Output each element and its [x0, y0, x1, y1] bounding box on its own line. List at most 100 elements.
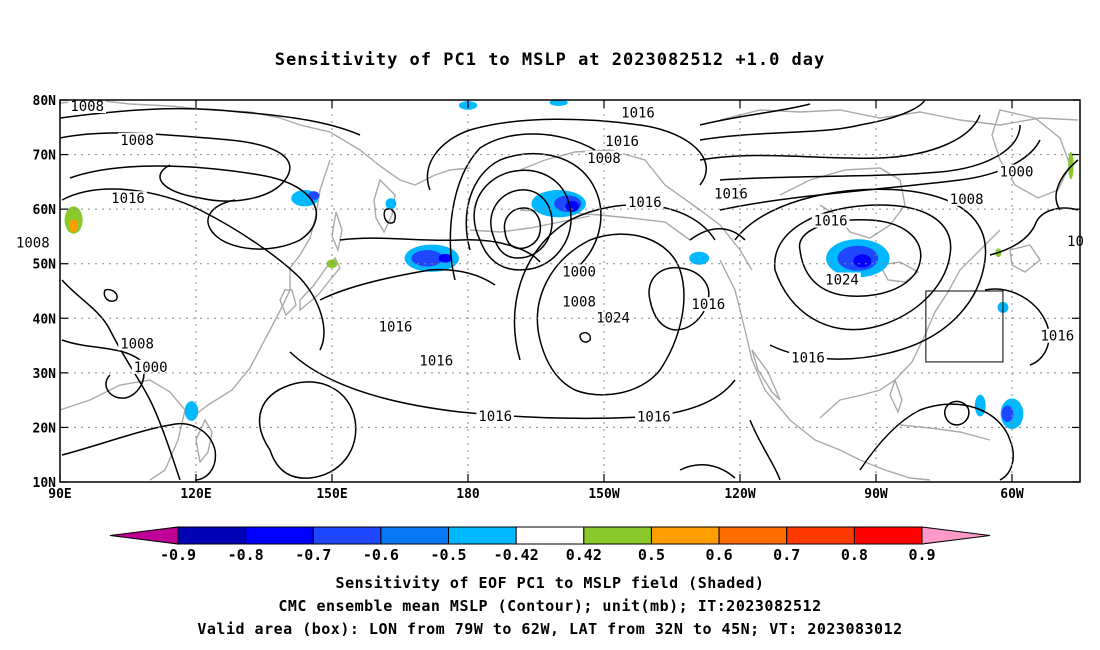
colorbar-segment — [650, 526, 720, 545]
colorbar-label: -0.5 — [430, 546, 466, 564]
mslp-contour — [289, 351, 736, 420]
contour-label-bg — [603, 133, 641, 148]
contour-label: 1008 — [562, 294, 596, 310]
mslp-contour — [699, 114, 981, 161]
contour-label: 1008 — [16, 235, 50, 251]
coastline — [373, 178, 396, 234]
contour-label: 1016 — [478, 409, 512, 425]
mslp-contour — [984, 288, 1050, 366]
sensitivity-patch — [438, 253, 453, 263]
contour-label-bg — [789, 350, 827, 365]
contour-label: 1000 — [1000, 164, 1034, 180]
colorbar-segment — [583, 526, 652, 545]
mslp-contour — [61, 339, 145, 399]
colorbar-label: -0.7 — [295, 546, 331, 564]
contour-label-bg — [14, 235, 52, 250]
contour-label-bg — [118, 336, 156, 351]
sensitivity-patch — [411, 250, 444, 267]
coastline — [279, 289, 297, 317]
sensitivity-patch — [689, 251, 710, 265]
map-frame — [59, 99, 1081, 483]
contour-label-bg — [131, 359, 170, 374]
contour-label-bg — [417, 353, 456, 368]
contour-labels: 1008 1008 1016 1008 1016 1016 1008 1016 1016 1016… — [14, 99, 1086, 426]
lon-tick-label: 150E — [316, 487, 347, 502]
contour-label: 1016 — [111, 191, 145, 207]
mslp-contour — [465, 152, 602, 266]
valid-area-box-layer — [925, 290, 1004, 363]
mslp-contour — [699, 103, 811, 126]
mslp-contour — [719, 139, 1041, 211]
lat-tick-label: 40N — [33, 312, 57, 327]
coastline — [889, 377, 903, 414]
contour-label: 1008 — [120, 336, 154, 352]
coastline — [194, 159, 331, 416]
contour-label: 1016 — [814, 214, 848, 230]
lon-tick-label: 180 — [456, 487, 480, 502]
colorbar-segment — [786, 526, 855, 545]
contour-label-bg — [594, 310, 632, 325]
colorbar-label: -0.8 — [228, 546, 264, 564]
contour-label-bg — [947, 191, 986, 206]
contour-label-bg — [68, 99, 106, 114]
colorbar-segment — [312, 526, 382, 545]
colorbar-segment — [515, 526, 585, 545]
contour-label: 1016 — [621, 106, 655, 122]
caption-contour: CMC ensemble mean MSLP (Contour); unit(m… — [278, 597, 822, 615]
contour-label-bg — [118, 132, 156, 147]
coastline — [519, 149, 753, 271]
sensitivity-patch — [565, 200, 580, 212]
sensitivity-patch — [69, 218, 79, 233]
contour-label: 1016 — [605, 134, 639, 150]
contour-label: 1000 — [562, 264, 596, 280]
contour-label-bg — [619, 105, 657, 120]
mslp-contour — [59, 107, 361, 136]
colorbar-segment — [718, 526, 788, 545]
contour-label-bg — [811, 213, 850, 228]
colorbar-segment — [177, 526, 247, 545]
contour-label-bg — [560, 264, 598, 279]
contour-label: 1016 — [637, 410, 671, 426]
contour-label-bg — [712, 186, 750, 201]
lon-tick-label: 60W — [1000, 487, 1024, 502]
mslp-contour — [719, 124, 1021, 181]
contour-label: 1016 — [628, 195, 662, 211]
colorbar-label: 0.5 — [638, 546, 665, 564]
colorbar-label: 0.42 — [566, 546, 602, 564]
mslp-contour — [503, 207, 542, 250]
lon-tick-label: 150W — [588, 487, 619, 502]
lat-tick-label: 80N — [33, 94, 57, 109]
mslp-contour — [944, 400, 970, 426]
coastline — [751, 349, 781, 401]
sensitivity-patch — [184, 401, 199, 421]
colorbar-segment — [380, 526, 450, 545]
mslp-contour — [1055, 159, 1079, 211]
contour-label: 10 — [1067, 234, 1084, 250]
mslp-contours — [59, 99, 1079, 481]
contour-label-bg — [476, 408, 514, 423]
sensitivity-patch — [326, 259, 338, 269]
mslp-contour — [699, 99, 926, 141]
mslp-contour — [103, 288, 118, 302]
mslp-contour — [473, 169, 572, 271]
colorbar-max-triangle — [921, 526, 991, 545]
colorbar-segment — [245, 526, 314, 545]
mslp-contour — [679, 463, 736, 479]
mslp-contour — [749, 419, 781, 481]
grid-lines — [60, 100, 1080, 482]
colorbar-label: -0.42 — [494, 546, 539, 564]
coastline-layer — [59, 99, 1079, 481]
contour-label-bg — [109, 191, 147, 206]
contour-label-bg — [997, 164, 1036, 179]
mslp-contour — [536, 233, 685, 396]
contour-label-bg — [689, 297, 728, 312]
mslp-contour — [689, 228, 746, 241]
mslp-contour — [989, 207, 1079, 256]
mslp-contour — [579, 332, 592, 343]
contour-label: 1008 — [70, 99, 104, 115]
contour-label: 1016 — [419, 353, 453, 369]
colorbar-label: 0.7 — [773, 546, 800, 564]
coastline — [59, 379, 186, 481]
